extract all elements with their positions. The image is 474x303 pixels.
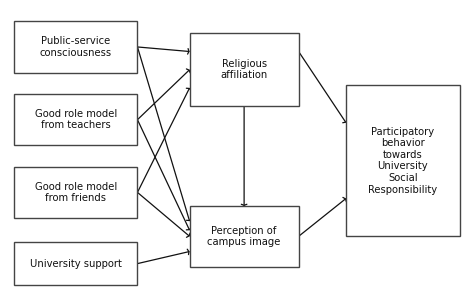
FancyBboxPatch shape: [14, 94, 137, 145]
Text: Religious
affiliation: Religious affiliation: [220, 59, 268, 81]
Text: Public-service
consciousness: Public-service consciousness: [40, 36, 112, 58]
Text: Good role model
from friends: Good role model from friends: [35, 181, 117, 203]
FancyBboxPatch shape: [14, 167, 137, 218]
FancyBboxPatch shape: [190, 206, 299, 267]
Text: Perception of
campus image: Perception of campus image: [208, 225, 281, 247]
Text: Good role model
from teachers: Good role model from teachers: [35, 109, 117, 131]
Text: Participatory
behavior
towards
University
Social
Responsibility: Participatory behavior towards Universit…: [368, 127, 438, 195]
FancyBboxPatch shape: [190, 33, 299, 106]
Text: University support: University support: [30, 258, 122, 269]
FancyBboxPatch shape: [14, 242, 137, 285]
FancyBboxPatch shape: [14, 21, 137, 73]
FancyBboxPatch shape: [346, 85, 460, 236]
